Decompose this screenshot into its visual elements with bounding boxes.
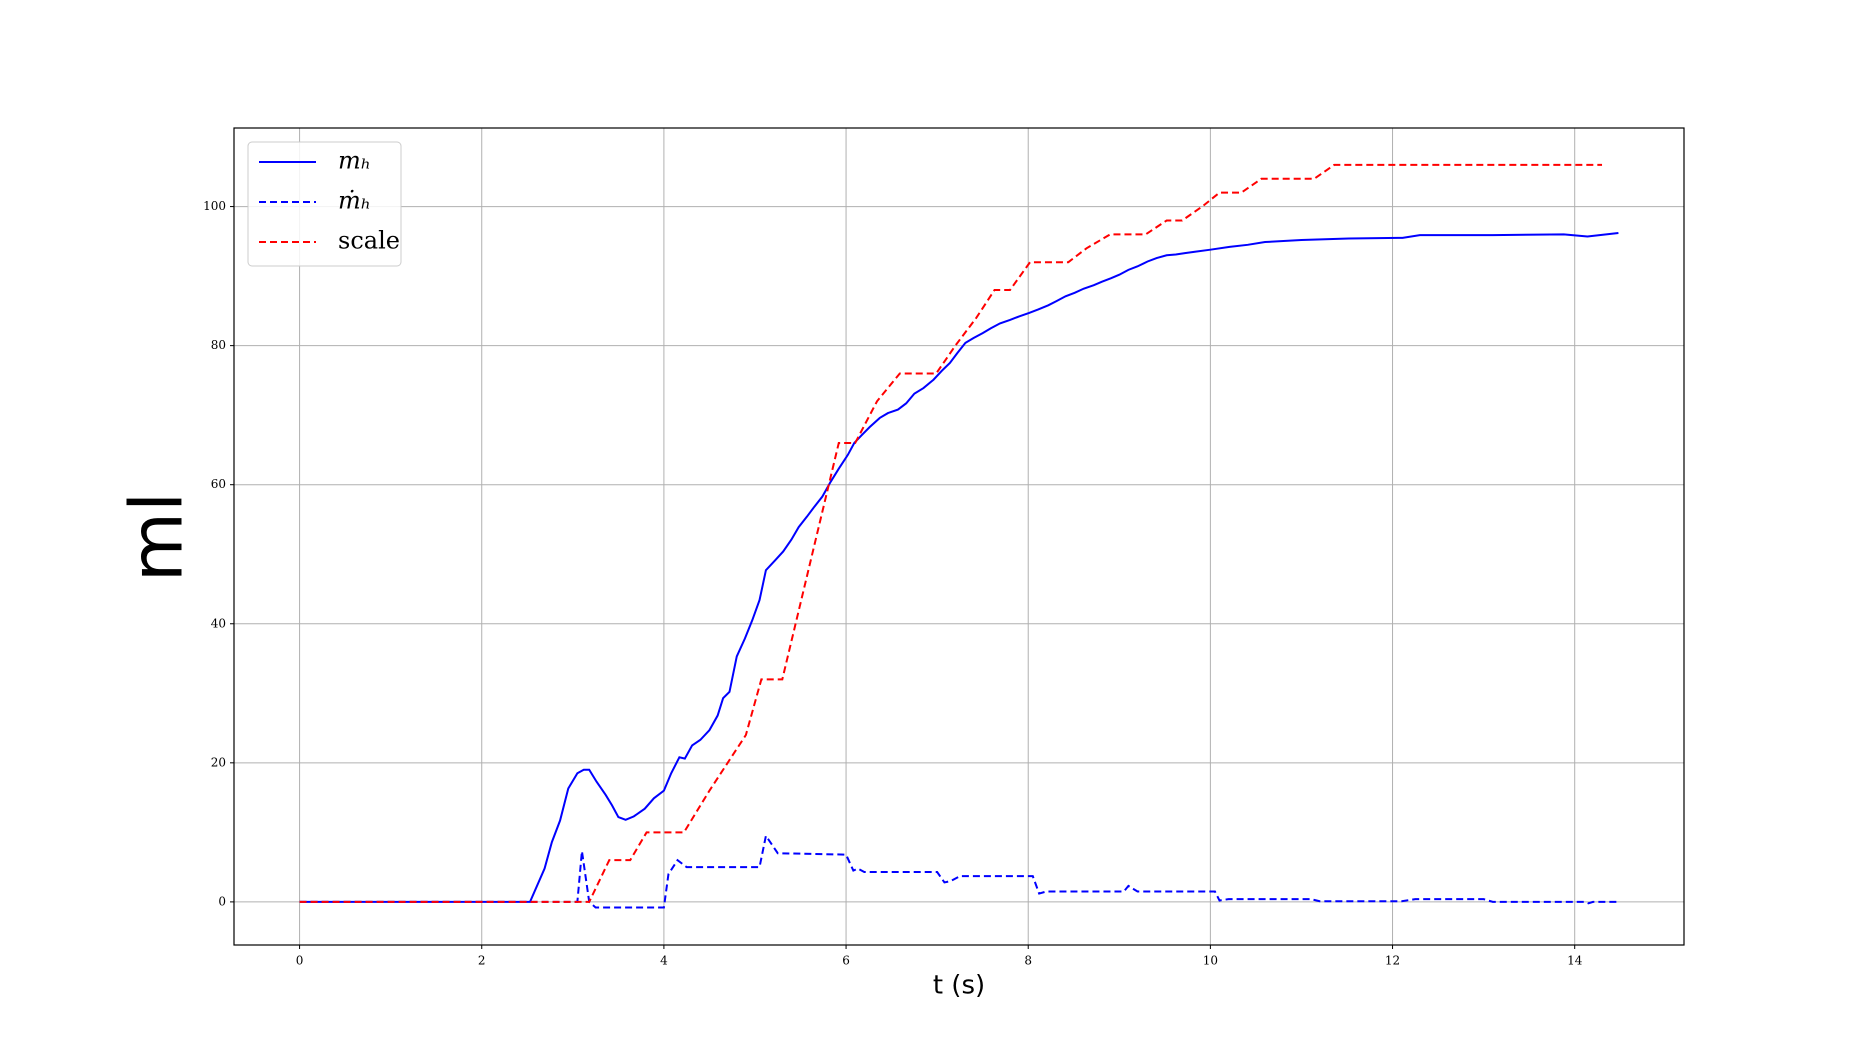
x-tick-label: 2	[478, 954, 486, 968]
x-tick-label: 10	[1203, 954, 1218, 968]
series-line	[299, 163, 1603, 903]
legend-label: ṁₕ	[338, 187, 371, 215]
x-axis-label: t (s)	[933, 971, 985, 1001]
x-tick-label: 8	[1024, 954, 1032, 968]
y-tick-label: 40	[211, 616, 226, 630]
y-tick-label: 80	[211, 338, 226, 352]
x-tick-label: 0	[296, 954, 304, 968]
y-tick-label: 100	[203, 199, 226, 213]
x-tick-label: 6	[842, 954, 850, 968]
plot-frame	[233, 127, 1685, 946]
y-tick-label: 0	[218, 894, 226, 908]
series-line	[299, 231, 1619, 903]
legend-box	[247, 141, 402, 267]
legend-label: mₕ	[338, 147, 371, 175]
series-line	[299, 833, 1621, 909]
y-axis-label: ml	[115, 492, 199, 582]
legend-label: scale	[338, 227, 400, 255]
x-tick-label: 12	[1385, 954, 1400, 968]
y-tick-label: 60	[211, 477, 226, 491]
x-tick-label: 4	[660, 954, 668, 968]
y-tick-label: 20	[211, 755, 226, 769]
x-tick-label: 14	[1567, 954, 1583, 968]
